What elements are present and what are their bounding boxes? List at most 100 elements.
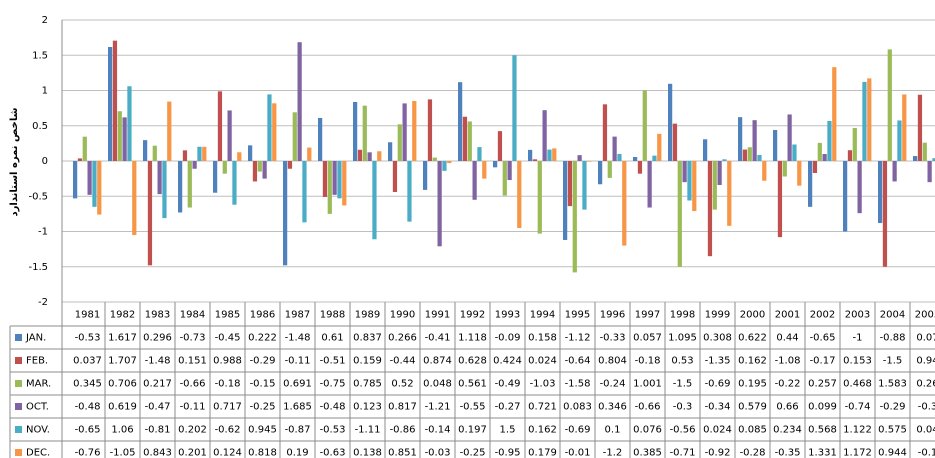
table-value: 0.257 [808, 379, 837, 390]
table-value: -1.58 [565, 379, 591, 390]
y-tick-label: 0.5 [32, 121, 48, 132]
bar [442, 161, 447, 171]
table-value: -1.48 [145, 356, 171, 367]
bar [222, 161, 227, 174]
x-tick-label: 2003 [845, 310, 870, 321]
x-tick-label: 2002 [810, 310, 835, 321]
legend-label: OCT. [26, 402, 49, 413]
table-value: 0.07 [916, 333, 935, 344]
table-value: 1.118 [458, 333, 487, 344]
bar [882, 161, 888, 267]
table-value: 0.345 [73, 379, 102, 390]
table-value: -0.75 [320, 379, 346, 390]
bar [607, 161, 612, 178]
table-value: 0.619 [108, 402, 137, 413]
bar [878, 161, 883, 224]
bar [587, 161, 592, 162]
table-value: -1.48 [285, 333, 311, 344]
x-tick-label: 1983 [145, 310, 170, 321]
bar [332, 161, 337, 195]
bar [773, 129, 778, 161]
table-value: 0.266 [388, 333, 417, 344]
bar [563, 161, 568, 240]
bar [257, 161, 262, 172]
table-value: -0.64 [565, 356, 591, 367]
bar [712, 161, 717, 210]
table-value: 1.707 [108, 356, 137, 367]
bar [493, 161, 498, 168]
table-value: 0.296 [143, 333, 172, 344]
table-value: 0.123 [353, 402, 382, 413]
table-value: -0.1 [918, 448, 935, 458]
bar [707, 161, 713, 257]
bar [407, 161, 412, 222]
table-value: -0.48 [75, 402, 101, 413]
bar [192, 161, 197, 169]
table-value: 0.622 [738, 333, 767, 344]
bar [517, 161, 522, 228]
y-tick-label: 2 [42, 15, 48, 26]
table-value: -0.53 [320, 425, 346, 436]
table-value: 0.083 [563, 402, 592, 413]
table-value: -0.76 [75, 448, 101, 458]
bar [787, 114, 792, 161]
table-value: 0.057 [633, 333, 662, 344]
table-value: 0.202 [178, 425, 207, 436]
bar [377, 151, 382, 161]
bar [283, 161, 288, 266]
table-value: 1.06 [111, 425, 133, 436]
table-value: -0.95 [495, 448, 521, 458]
table-value: -1.11 [355, 425, 381, 436]
bar [227, 110, 232, 161]
table-value: -0.17 [810, 356, 836, 367]
bar [157, 161, 162, 195]
table-value: 0.138 [353, 448, 382, 458]
table-value: 0.151 [178, 356, 207, 367]
bar [322, 161, 328, 197]
bar [92, 161, 97, 207]
bar [782, 161, 787, 177]
bar [892, 161, 897, 182]
table-value: 0.568 [808, 425, 837, 436]
bar [248, 145, 253, 161]
bar [902, 94, 907, 161]
table-value: 0.66 [776, 402, 798, 413]
table-value: 0.691 [283, 379, 312, 390]
bar [262, 161, 267, 179]
table-value: 0.804 [598, 356, 627, 367]
table-value: -0.66 [180, 379, 206, 390]
bar [542, 110, 547, 161]
x-tick-label: 1986 [250, 310, 275, 321]
bar [327, 161, 332, 214]
bar [738, 117, 743, 161]
bar [388, 142, 393, 161]
bar [147, 161, 153, 266]
x-tick-label: 1998 [670, 310, 695, 321]
table-value: -1.03 [530, 379, 556, 390]
bar [412, 101, 417, 161]
bar [162, 161, 167, 219]
table-value: -0.3 [918, 402, 935, 413]
table-value: 0.575 [878, 425, 907, 436]
bar [927, 161, 932, 183]
table-value: -0.18 [215, 379, 241, 390]
bar [167, 101, 172, 161]
table-value: -1.12 [565, 333, 591, 344]
x-tick-label: 1982 [110, 310, 135, 321]
bar [932, 158, 935, 161]
x-tick-label: 1996 [600, 310, 625, 321]
x-tick-label: 1994 [530, 310, 555, 321]
table-value: -0.71 [670, 448, 696, 458]
bar [792, 144, 797, 161]
table-value: 1.331 [808, 448, 837, 458]
x-tick-label: 1989 [355, 310, 380, 321]
x-tick-label: 1997 [635, 310, 660, 321]
table-value: 0.222 [248, 333, 277, 344]
table-value: 0.346 [598, 402, 627, 413]
bar [213, 161, 218, 193]
y-tick-label: -1 [38, 227, 48, 238]
table-value: -1.21 [425, 402, 451, 413]
y-tick-label: -1.5 [28, 262, 48, 273]
legend-key [15, 357, 22, 364]
bar [887, 49, 892, 161]
